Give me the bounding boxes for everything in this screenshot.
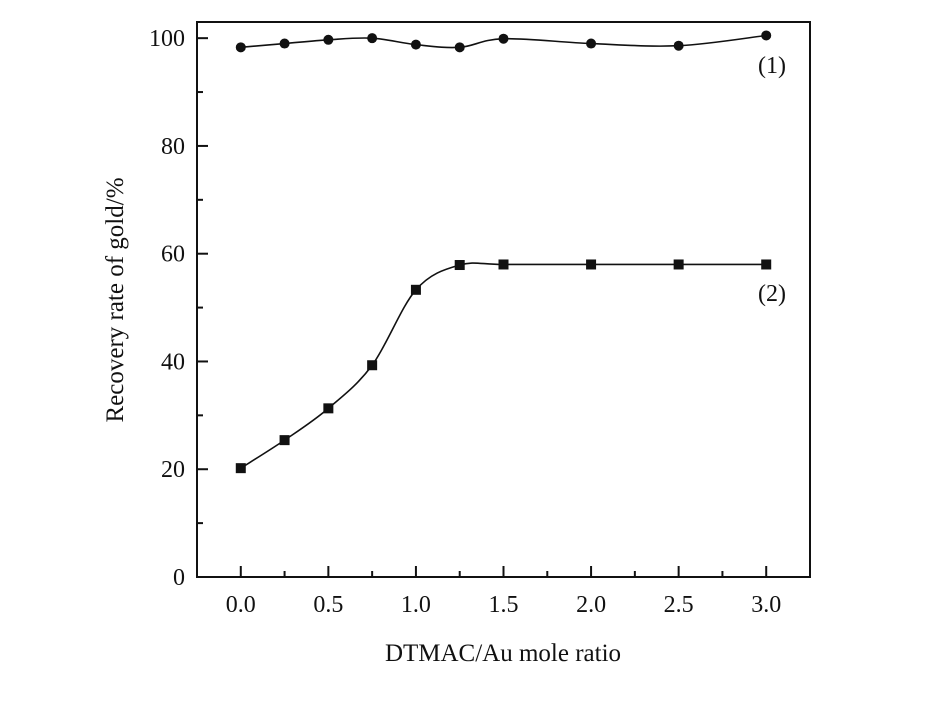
x-tick-label: 1.5 xyxy=(489,592,519,618)
x-tick-label: 0.0 xyxy=(226,592,256,618)
series-1-point xyxy=(761,30,772,41)
series-2-point xyxy=(586,259,597,270)
series-1-point xyxy=(673,40,684,51)
series-1-point xyxy=(367,33,378,44)
y-tick-label: 0 xyxy=(173,565,185,591)
series-2-point xyxy=(673,259,684,270)
series-2-point xyxy=(235,463,246,474)
x-axis-ticks: 0.0 0.5 1.0 1.5 2.0 2.5 3.0 xyxy=(196,566,811,618)
y-tick-label: 100 xyxy=(149,26,185,52)
series-1-point xyxy=(323,34,334,45)
series-2-point xyxy=(323,403,334,414)
series-1-point xyxy=(454,42,465,53)
y-tick-label: 80 xyxy=(161,134,185,160)
plot-frame xyxy=(196,21,811,578)
series-2-point xyxy=(279,435,290,446)
series-label-1: (1) xyxy=(758,53,786,79)
series-1-point xyxy=(279,38,290,49)
x-tick-label: 3.0 xyxy=(751,592,781,618)
series-2-point xyxy=(761,259,772,270)
series-2-point xyxy=(410,284,421,295)
series-2-line xyxy=(240,262,767,469)
x-tick-label: 1.0 xyxy=(401,592,431,618)
series-label-2: (2) xyxy=(758,281,786,307)
x-tick-label: 2.0 xyxy=(576,592,606,618)
series-layer xyxy=(235,30,772,474)
x-axis-title: DTMAC/Au mole ratio xyxy=(385,640,621,667)
x-tick-label: 2.5 xyxy=(664,592,694,618)
series-1-point xyxy=(586,38,597,49)
y-tick-label: 20 xyxy=(161,457,185,483)
series-1-point xyxy=(235,42,246,53)
series-1-line xyxy=(240,34,767,49)
y-tick-label: 60 xyxy=(161,242,185,268)
series-1-point xyxy=(410,39,421,50)
series-1 xyxy=(235,30,772,53)
series-2-point xyxy=(498,259,509,270)
series-1-point xyxy=(498,33,509,44)
series-2-point xyxy=(367,360,378,371)
x-tick-label: 0.5 xyxy=(313,592,343,618)
y-axis-ticks: 0 20 40 60 80 100 xyxy=(149,26,208,591)
series-2 xyxy=(235,259,772,474)
series-2-point xyxy=(454,260,465,271)
y-tick-label: 40 xyxy=(161,349,185,375)
y-axis-title: Recovery rate of gold/% xyxy=(102,177,129,422)
